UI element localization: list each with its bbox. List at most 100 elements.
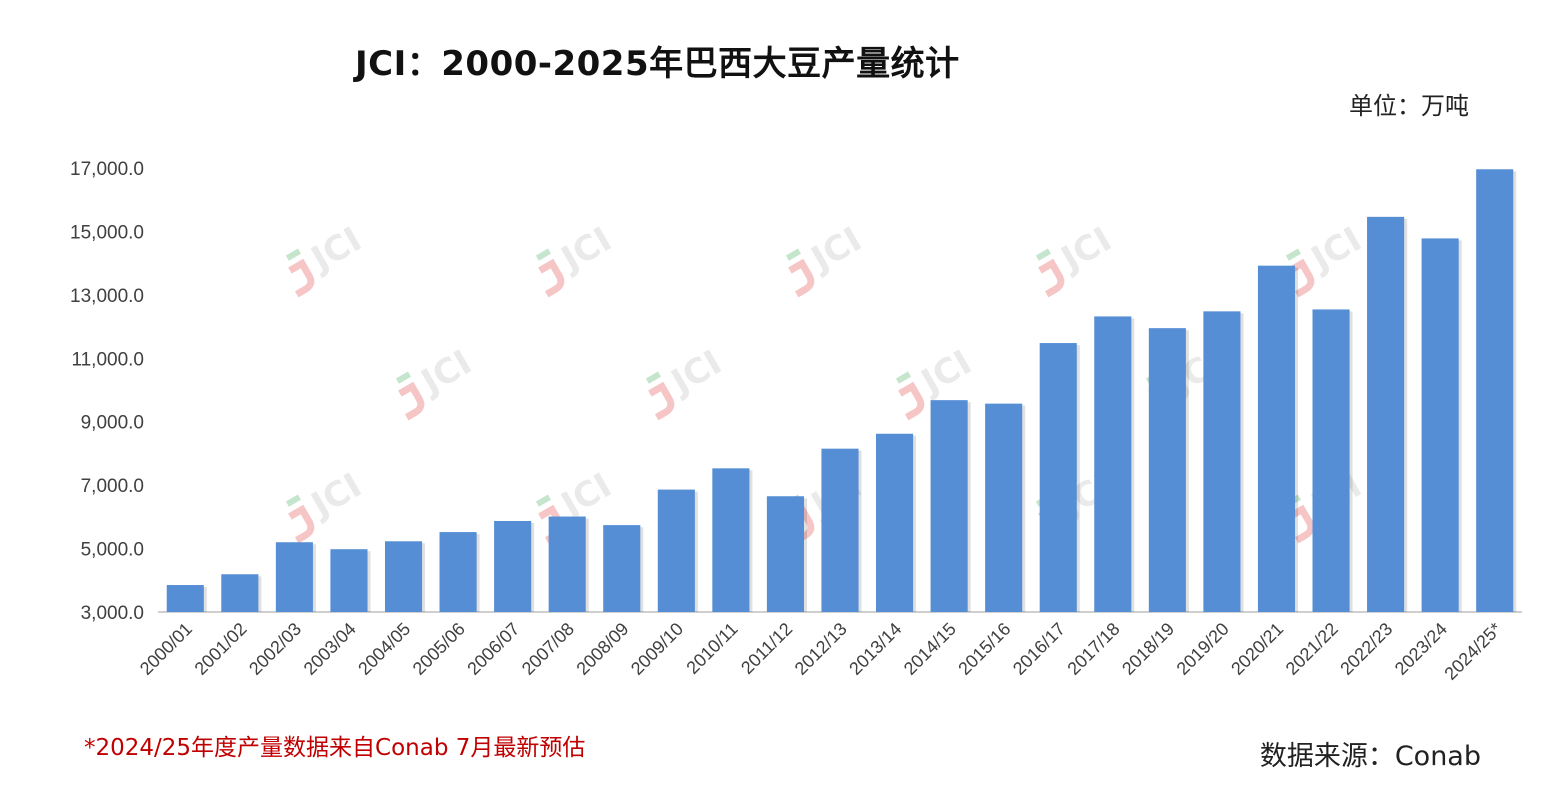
bar [221,574,259,612]
watermark-hook [538,258,565,298]
x-tick-label: 2011/12 [737,619,796,678]
y-tick-label: 15,000.0 [70,222,144,243]
watermark-hook [788,258,815,298]
watermark-tick [1035,248,1051,261]
watermark-text: JCI [553,219,618,280]
x-tick-label: 2013/14 [845,619,905,679]
x-tick-label: 2009/10 [627,619,687,679]
x-tick-label: 2007/08 [518,619,578,679]
bar [1257,265,1296,612]
watermark-logo: JCI [1035,219,1118,298]
watermark-hook [288,504,315,544]
watermark-hook [898,381,925,421]
bar [985,403,1023,612]
watermark-tick [285,248,301,261]
x-axis-tick-labels: 2000/012001/022002/032003/042004/052005/… [136,619,1506,684]
bar [494,520,532,612]
bar [548,516,586,612]
bar [712,468,750,612]
bar [1312,309,1350,612]
watermark-tick [785,248,801,261]
y-tick-label: 9,000.0 [81,413,144,434]
watermark-text: JCI [413,342,478,403]
watermark-hook [648,381,675,421]
watermark-logo: JCI [285,219,368,298]
bar [166,585,204,612]
bars-group [166,169,1517,613]
watermark-text: JCI [1053,219,1118,280]
bar [1476,169,1514,613]
x-tick-label: 2000/01 [136,619,196,679]
watermark-text: JCI [303,465,368,526]
x-tick-label: 2012/13 [791,619,851,679]
watermark-tick [895,371,911,384]
x-tick-label: 2006/07 [463,619,523,679]
bar [1148,328,1186,612]
watermark-logo: JCI [395,342,478,421]
watermark-hook [1288,504,1315,544]
x-tick-label: 2014/15 [900,619,960,679]
x-tick-label: 2021/22 [1282,619,1342,679]
unit-label: 单位：万吨 [1349,92,1469,120]
y-tick-label: 11,000.0 [71,349,144,370]
x-tick-label: 2022/23 [1336,619,1396,679]
watermark-logo: JCI [645,342,728,421]
x-tick-label: 2003/04 [300,619,360,679]
x-tick-label: 2008/09 [572,619,632,679]
x-tick-label: 2016/17 [1009,619,1069,679]
watermark-hook [1288,258,1315,298]
watermark-logo: JCI [785,219,868,298]
bar [876,433,914,612]
watermark-hook [398,381,425,421]
bar [821,448,859,612]
bar [439,532,477,612]
x-tick-label: 2010/11 [682,619,741,678]
watermark-hook [288,258,315,298]
watermark-tick [1285,248,1301,261]
bar [1039,343,1077,612]
x-tick-label: 2005/06 [409,619,469,679]
watermark-tick [285,494,301,507]
y-tick-label: 13,000.0 [70,286,144,307]
bar [657,489,695,612]
bar [1094,316,1132,612]
watermark-text: JCI [913,342,978,403]
watermark-text: JCI [1303,219,1368,280]
chart-title: JCI：2000-2025年巴西大豆产量统计 [355,44,960,84]
x-tick-label: 2020/21 [1227,619,1287,679]
bar [330,549,368,612]
watermark-logo: JCI [535,219,618,298]
x-tick-label: 2015/16 [954,619,1014,679]
watermark-tick [535,248,551,261]
y-axis-tick-labels: 3,000.0 5,000.0 7,000.0 9,000.0 11,000.0 13,0… [70,159,144,624]
x-tick-label: 2017/18 [1063,619,1123,679]
x-tick-label: 2002/03 [245,619,305,679]
source-label: 数据来源：Conab [1259,741,1481,772]
bar [1367,216,1405,612]
x-tick-label: 2001/02 [191,619,251,679]
watermark-hook [788,504,815,544]
watermark-tick [535,494,551,507]
bar [930,400,968,612]
watermark-hook [1038,258,1065,298]
x-tick-label: 2019/20 [1173,619,1233,679]
bar [275,542,313,612]
bar [766,496,804,612]
watermark-text: JCI [663,342,728,403]
watermark-text: JCI [803,219,868,280]
bar [1421,238,1459,613]
footnote: *2024/25年度产量数据来自Conab 7月最新预估 [84,735,586,761]
bar [384,541,423,612]
x-tick-label: 2004/05 [354,619,414,679]
watermark-logo: JCI [285,465,368,544]
watermark-text: JCI [303,219,368,280]
watermark-tick [395,371,411,384]
bar [603,525,641,612]
x-tick-label: 2024/25* [1440,619,1505,684]
y-tick-label: 3,000.0 [81,603,144,624]
x-tick-label: 2018/19 [1118,619,1178,679]
y-tick-label: 7,000.0 [81,476,144,497]
y-tick-label: 17,000.0 [70,159,144,180]
